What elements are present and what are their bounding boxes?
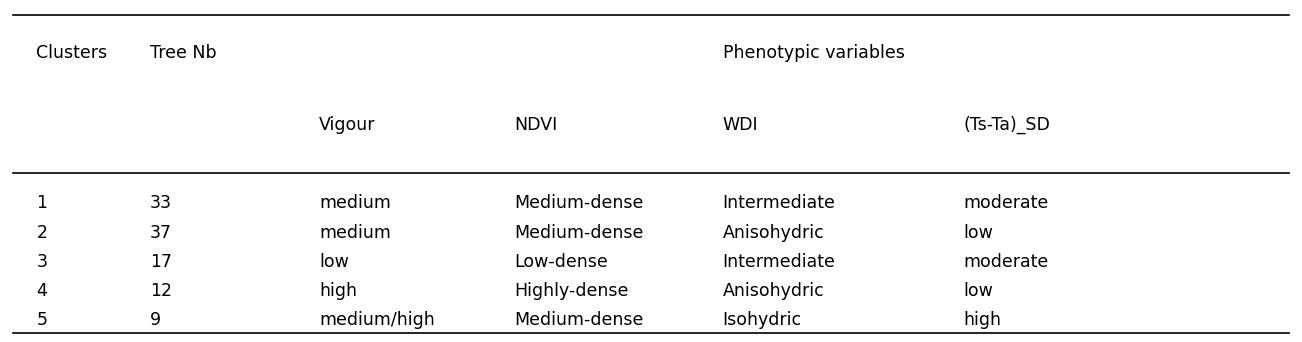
Text: Intermediate: Intermediate [723, 253, 836, 271]
Text: NDVI: NDVI [514, 116, 557, 134]
Text: Low-dense: Low-dense [514, 253, 608, 271]
Text: high: high [319, 282, 357, 300]
Text: Tree Nb: Tree Nb [150, 44, 216, 62]
Text: medium/high: medium/high [319, 311, 435, 329]
Text: (Ts-Ta)_SD: (Ts-Ta)_SD [963, 116, 1051, 134]
Text: 9: 9 [150, 311, 161, 329]
Text: Medium-dense: Medium-dense [514, 224, 643, 241]
Text: Anisohydric: Anisohydric [723, 282, 824, 300]
Text: 2: 2 [36, 224, 47, 241]
Text: Vigour: Vigour [319, 116, 375, 134]
Text: high: high [963, 311, 1001, 329]
Text: moderate: moderate [963, 195, 1048, 212]
Text: WDI: WDI [723, 116, 758, 134]
Text: 17: 17 [150, 253, 172, 271]
Text: Intermediate: Intermediate [723, 195, 836, 212]
Text: low: low [963, 224, 993, 241]
Text: medium: medium [319, 224, 391, 241]
Text: 3: 3 [36, 253, 47, 271]
Text: 33: 33 [150, 195, 172, 212]
Text: 5: 5 [36, 311, 47, 329]
Text: Isohydric: Isohydric [723, 311, 802, 329]
Text: 12: 12 [150, 282, 172, 300]
Text: Medium-dense: Medium-dense [514, 311, 643, 329]
Text: Anisohydric: Anisohydric [723, 224, 824, 241]
Text: 1: 1 [36, 195, 47, 212]
Text: low: low [963, 282, 993, 300]
Text: Medium-dense: Medium-dense [514, 195, 643, 212]
Text: 4: 4 [36, 282, 47, 300]
Text: moderate: moderate [963, 253, 1048, 271]
Text: Highly-dense: Highly-dense [514, 282, 629, 300]
Text: low: low [319, 253, 349, 271]
Text: Phenotypic variables: Phenotypic variables [723, 44, 905, 62]
Text: 37: 37 [150, 224, 172, 241]
Text: Clusters: Clusters [36, 44, 108, 62]
Text: medium: medium [319, 195, 391, 212]
